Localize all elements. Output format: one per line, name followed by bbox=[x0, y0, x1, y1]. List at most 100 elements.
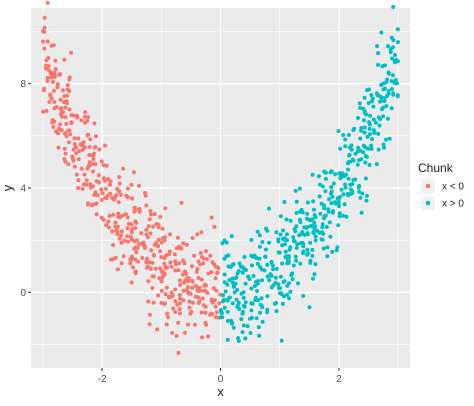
data-point bbox=[210, 260, 215, 265]
data-point bbox=[390, 56, 395, 61]
data-point bbox=[80, 186, 85, 191]
data-point bbox=[148, 209, 153, 213]
data-point bbox=[393, 78, 398, 83]
data-point bbox=[225, 337, 230, 342]
data-point bbox=[126, 221, 131, 226]
data-point bbox=[113, 220, 118, 225]
data-point bbox=[315, 228, 319, 233]
data-point bbox=[217, 301, 222, 306]
data-point bbox=[42, 15, 47, 20]
data-point bbox=[312, 220, 317, 225]
data-point bbox=[65, 83, 70, 88]
data-point bbox=[395, 27, 400, 32]
data-point bbox=[336, 223, 341, 228]
data-point bbox=[190, 236, 195, 241]
data-point bbox=[274, 230, 279, 235]
data-point bbox=[328, 234, 333, 239]
data-point bbox=[83, 110, 88, 115]
data-point bbox=[104, 186, 108, 191]
data-point bbox=[99, 187, 104, 192]
data-point bbox=[367, 120, 371, 125]
data-point bbox=[379, 30, 384, 35]
legend-title: Chunk bbox=[418, 161, 454, 175]
data-point bbox=[165, 311, 170, 316]
data-point bbox=[152, 212, 157, 216]
data-point bbox=[41, 109, 46, 114]
data-point bbox=[176, 350, 181, 355]
data-point bbox=[159, 288, 164, 293]
data-point bbox=[213, 304, 218, 309]
data-point bbox=[170, 330, 175, 335]
data-point bbox=[59, 107, 64, 112]
data-point bbox=[92, 193, 97, 197]
data-point bbox=[222, 280, 227, 285]
data-point bbox=[276, 286, 281, 290]
data-point bbox=[240, 311, 245, 316]
data-point bbox=[176, 268, 181, 273]
data-point bbox=[110, 229, 115, 234]
data-point bbox=[201, 256, 206, 261]
data-point bbox=[58, 122, 62, 127]
data-point bbox=[144, 227, 149, 232]
data-point bbox=[224, 240, 229, 245]
data-point bbox=[93, 134, 98, 139]
data-point bbox=[304, 225, 309, 230]
data-point bbox=[204, 249, 208, 254]
data-point bbox=[76, 178, 81, 183]
data-point bbox=[322, 206, 327, 211]
data-point bbox=[86, 201, 91, 206]
data-point bbox=[125, 215, 130, 220]
data-point bbox=[249, 253, 254, 258]
data-point bbox=[341, 192, 346, 197]
data-point bbox=[43, 66, 48, 71]
legend-label: x > 0 bbox=[442, 199, 464, 210]
data-point bbox=[164, 285, 169, 290]
data-point bbox=[58, 112, 63, 117]
data-point bbox=[334, 248, 339, 253]
data-point bbox=[361, 143, 366, 148]
data-point bbox=[374, 162, 379, 167]
data-point bbox=[358, 195, 363, 200]
data-point bbox=[283, 255, 288, 260]
data-point bbox=[222, 272, 227, 277]
data-point bbox=[317, 194, 322, 199]
data-point bbox=[209, 270, 214, 275]
data-point bbox=[323, 177, 328, 181]
data-point bbox=[136, 259, 140, 264]
data-point bbox=[116, 215, 121, 219]
data-point bbox=[203, 310, 208, 315]
data-point bbox=[125, 226, 130, 231]
data-point bbox=[313, 224, 318, 229]
data-point bbox=[391, 38, 396, 43]
data-point bbox=[129, 280, 134, 285]
data-point bbox=[212, 298, 217, 303]
data-point bbox=[219, 315, 223, 320]
data-point bbox=[179, 246, 184, 251]
data-point bbox=[248, 331, 253, 335]
data-point bbox=[234, 275, 239, 280]
data-point bbox=[220, 241, 225, 246]
data-point bbox=[177, 261, 182, 266]
data-point bbox=[329, 201, 334, 206]
data-point bbox=[169, 264, 174, 269]
data-point bbox=[162, 256, 167, 260]
data-point bbox=[381, 87, 386, 92]
data-point bbox=[312, 272, 317, 277]
data-point bbox=[265, 262, 270, 267]
data-point bbox=[156, 293, 161, 298]
data-point bbox=[149, 212, 154, 217]
data-point bbox=[239, 317, 244, 322]
data-point bbox=[128, 261, 133, 266]
data-point bbox=[241, 290, 246, 295]
data-point bbox=[179, 200, 184, 205]
data-point bbox=[216, 266, 221, 271]
data-point bbox=[71, 158, 76, 163]
data-point bbox=[260, 305, 265, 310]
data-point bbox=[117, 189, 122, 194]
data-point bbox=[243, 336, 248, 341]
data-point bbox=[190, 285, 195, 290]
data-point bbox=[208, 312, 213, 317]
data-point bbox=[373, 120, 378, 125]
data-point bbox=[74, 151, 79, 156]
